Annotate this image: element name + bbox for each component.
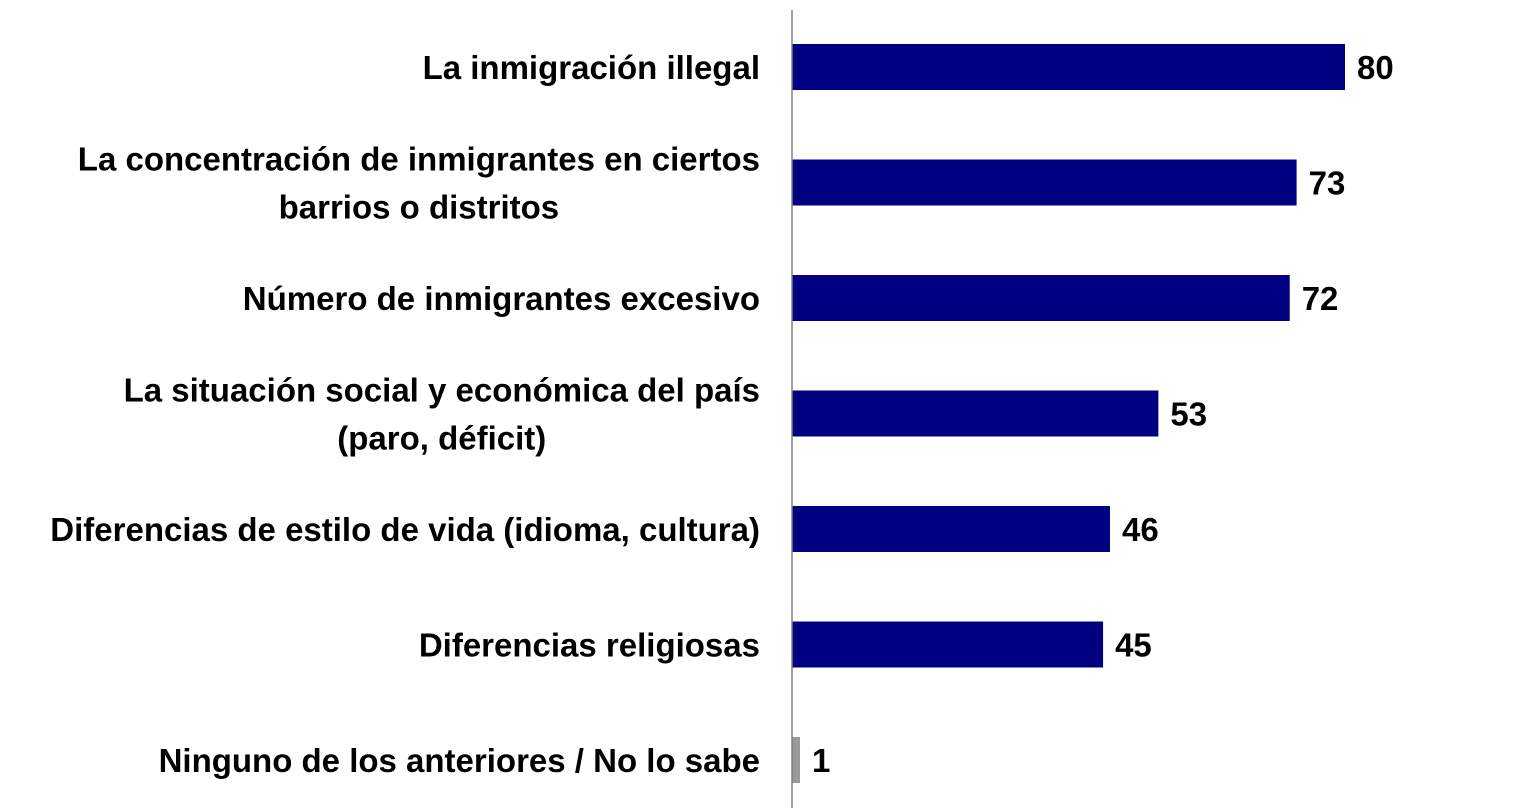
bar (792, 390, 1159, 437)
bars (792, 44, 1345, 783)
category-label: Número de inmigrantes excesivo (243, 280, 760, 317)
bar (792, 159, 1297, 206)
data-label: 53 (1170, 396, 1207, 433)
category-labels: La inmigración illegal La concentración d… (50, 49, 760, 779)
bar (792, 506, 1110, 552)
bar (792, 737, 800, 783)
data-label: 45 (1115, 627, 1152, 664)
bar (792, 44, 1345, 90)
category-label: Ninguno de los anteriores / No lo sabe (159, 742, 760, 779)
data-label: 80 (1357, 49, 1394, 86)
category-label: Diferencias de estilo de vida (idioma, c… (50, 511, 760, 548)
data-label: 46 (1122, 511, 1159, 548)
bar (792, 621, 1104, 668)
category-label: La situación social y económica del país… (124, 372, 760, 457)
data-label: 73 (1309, 165, 1346, 202)
category-label: La concentración de inmigrantes en ciert… (78, 141, 760, 226)
data-label: 1 (812, 742, 830, 779)
value-labels: 80 73 72 53 46 45 1 (812, 49, 1394, 779)
bar (792, 275, 1290, 321)
data-label: 72 (1302, 280, 1339, 317)
category-label: La inmigración illegal (423, 49, 760, 86)
category-label: Diferencias religiosas (419, 627, 760, 664)
